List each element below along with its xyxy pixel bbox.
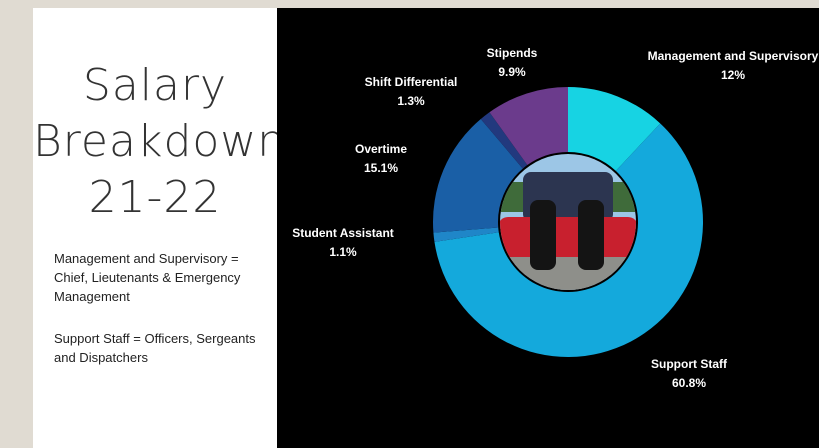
value-label: 9.9% <box>498 65 526 79</box>
person <box>530 200 556 270</box>
slice <box>568 87 661 171</box>
slice-label: Overtime <box>355 142 407 156</box>
photo-couch <box>500 217 636 257</box>
slice-label: Student Assistant <box>292 226 394 240</box>
sidebar: Salary Breakdown 21-22 Management and Su… <box>33 8 287 448</box>
slice <box>433 227 499 242</box>
slice <box>489 87 568 166</box>
person <box>578 200 604 270</box>
value-label: 12% <box>721 68 745 82</box>
title-line: Salary <box>82 60 228 111</box>
slice <box>433 118 523 233</box>
value-label: 1.1% <box>329 245 357 259</box>
slice <box>434 123 703 358</box>
slice-label: Management and Supervisory <box>648 49 819 63</box>
slice-label: Support Staff <box>651 357 728 371</box>
value-label: 60.8% <box>672 376 706 390</box>
slice-label: Stipends <box>487 46 538 60</box>
title-line: 21-22 <box>88 172 222 223</box>
value-label: 15.1% <box>364 161 398 175</box>
title-line: Breakdown <box>33 116 287 167</box>
chart: Management and Supervisory 12% Support Sta… <box>277 8 819 448</box>
note: Support Staff = Officers, Sergeants and … <box>54 331 256 365</box>
value-label: 1.3% <box>397 94 425 108</box>
slice <box>480 112 528 169</box>
slice-label: Shift Differential <box>365 75 458 89</box>
note: Management and Supervisory = Chief, Lieu… <box>54 251 241 304</box>
